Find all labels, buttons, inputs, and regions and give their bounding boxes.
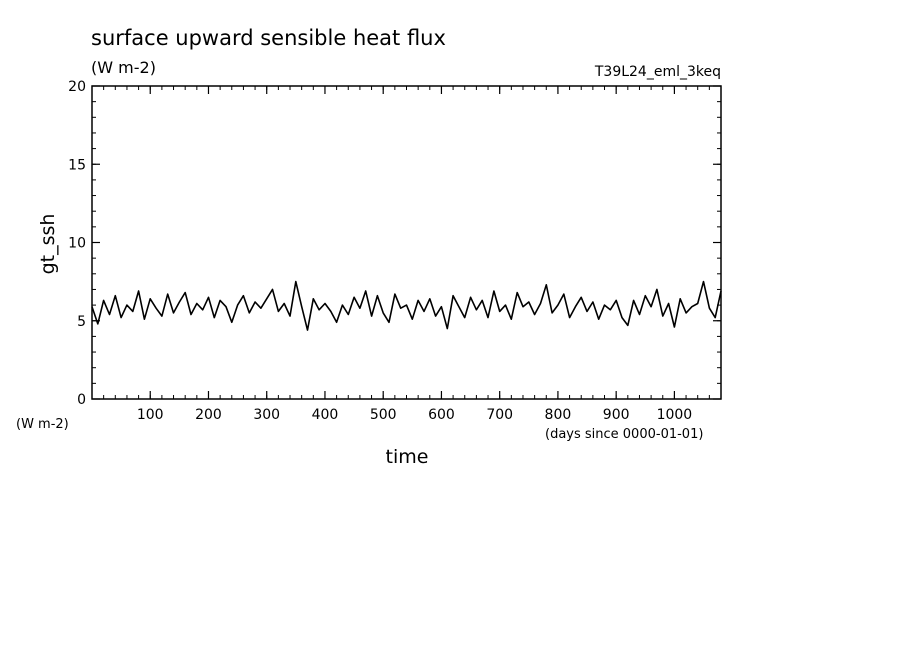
y-tick-label: 15 <box>68 157 86 173</box>
x-tick-label: 100 <box>137 407 164 423</box>
minor-ticks <box>92 86 721 399</box>
y-tick-label: 5 <box>77 314 86 330</box>
y-tick-label: 20 <box>68 79 86 95</box>
x-tick-label: 200 <box>195 407 222 423</box>
x-tick-label: 700 <box>486 407 513 423</box>
chart-subtitle: (W m-2) <box>91 58 156 77</box>
x-tick-labels: 100 200 300 400 500 600 700 800 900 1000 <box>137 407 692 423</box>
x-tick-label: 800 <box>545 407 572 423</box>
y-units: (W m-2) <box>16 417 69 432</box>
x-tick-label: 600 <box>428 407 455 423</box>
x-tick-label: 1000 <box>657 407 693 423</box>
x-tick-label: 500 <box>370 407 397 423</box>
y-tick-label: 10 <box>68 236 86 252</box>
x-tick-label: 900 <box>603 407 630 423</box>
y-tick-labels: 0 5 10 15 20 <box>68 79 86 408</box>
x-units: (days since 0000-01-01) <box>545 427 703 442</box>
y-axis-label: gt_ssh <box>37 214 59 275</box>
x-axis-label: time <box>386 446 429 468</box>
chart-title: surface upward sensible heat flux <box>91 26 446 50</box>
plot-frame <box>91 85 722 400</box>
x-tick-label: 300 <box>253 407 280 423</box>
y-tick-label: 0 <box>77 392 86 408</box>
experiment-label: T39L24_eml_3keq <box>594 64 721 80</box>
series-line <box>91 280 722 331</box>
x-tick-label: 400 <box>312 407 339 423</box>
major-ticks <box>92 85 721 400</box>
